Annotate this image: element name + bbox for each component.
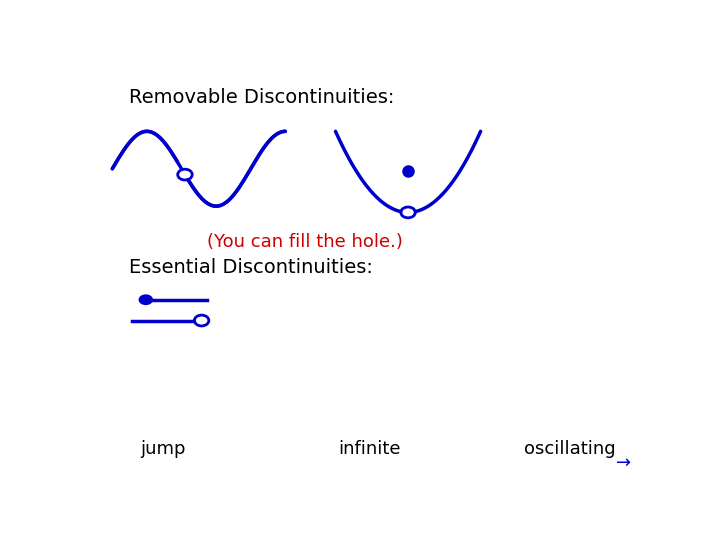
Text: oscillating: oscillating <box>524 440 616 458</box>
Circle shape <box>402 208 414 217</box>
Text: (You can fill the hole.): (You can fill the hole.) <box>207 233 402 251</box>
Circle shape <box>138 294 153 305</box>
Text: Removable Discontinuities:: Removable Discontinuities: <box>129 87 395 107</box>
Text: infinite: infinite <box>338 440 400 458</box>
Text: →: → <box>616 454 631 472</box>
Text: jump: jump <box>140 440 185 458</box>
Circle shape <box>196 316 207 325</box>
Circle shape <box>179 170 191 179</box>
Text: Essential Discontinuities:: Essential Discontinuities: <box>129 258 373 277</box>
